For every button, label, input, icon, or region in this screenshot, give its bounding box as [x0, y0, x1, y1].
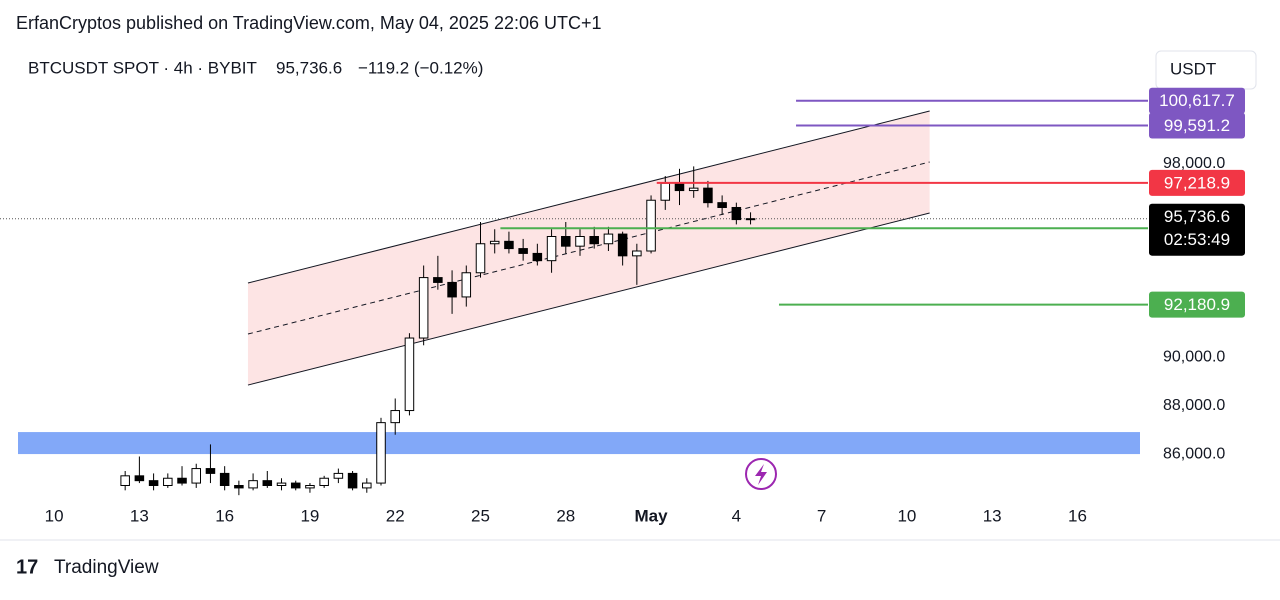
candle-body: [276, 482, 287, 486]
candle-body: [319, 477, 329, 486]
event-bolt: [755, 464, 767, 485]
channel-lower: [247, 212, 930, 386]
x-tick-label: May: [635, 506, 669, 525]
candle-body: [290, 482, 301, 489]
candle-body: [632, 250, 642, 257]
level-label-box: [1149, 291, 1245, 318]
candle-body: [262, 480, 273, 486]
x-tick-label: 16: [1068, 506, 1087, 525]
candle-body: [347, 472, 358, 489]
plot: 10 13 16 19 22 25 28 May 4 7 10 13 16 86,000.0 88,000.…: [0, 87, 1245, 525]
candle-body: [205, 468, 216, 474]
candle-body: [561, 235, 571, 247]
level-label: 100,617.7: [1159, 91, 1235, 110]
candle-body: [589, 235, 599, 245]
y-tick-label: 88,000.0: [1163, 397, 1225, 414]
level-label-box: [1149, 87, 1245, 114]
candle-body: [717, 202, 727, 208]
candle-body: [489, 240, 500, 245]
candle-body: [433, 277, 443, 283]
candle-body: [390, 410, 400, 424]
candle-body: [646, 199, 656, 252]
last-price-box: [1149, 203, 1245, 256]
candle-body: [603, 233, 614, 245]
candle-body: [575, 235, 585, 247]
x-tick-label: 10: [45, 506, 64, 525]
candle-body: [461, 272, 472, 298]
candle-body: [475, 243, 486, 274]
countdown: 02:53:49: [1164, 230, 1230, 249]
x-tick-label: 7: [817, 506, 826, 525]
symbol: BTCUSDT SPOT · 4h · BYBIT: [28, 58, 257, 77]
candle-body: [191, 468, 201, 484]
candle-body: [177, 477, 187, 484]
brand: TradingView: [54, 557, 159, 578]
channel-middle: [247, 161, 930, 335]
logo: 17: [16, 556, 38, 578]
candle-body: [731, 206, 742, 221]
candle-body: [504, 240, 514, 250]
x-tick-label: 28: [556, 506, 575, 525]
zone: [18, 432, 1140, 455]
candle-body: [404, 337, 415, 412]
candle-body: [248, 480, 258, 489]
candle-body: [703, 187, 713, 204]
candle-body: [447, 281, 457, 298]
candle-body: [546, 235, 557, 262]
level-label: 99,591.2: [1164, 116, 1230, 135]
x-tick-label: 16: [215, 506, 234, 525]
candle-body: [518, 248, 528, 254]
candle-body: [532, 252, 543, 262]
candle-body: [148, 480, 159, 486]
publisher: ErfanCryptos published on TradingView.co…: [16, 13, 602, 33]
level-label-box: [1149, 112, 1245, 139]
candle-body: [745, 218, 756, 221]
x-tick-label: 25: [471, 506, 490, 525]
y-tick-label: 98,000.0: [1163, 155, 1225, 172]
x-tick-label: 22: [386, 506, 405, 525]
last-price: 95,736.6: [276, 58, 342, 77]
candle-body: [617, 233, 628, 257]
x-tick-label: 13: [130, 506, 149, 525]
candle-body: [234, 484, 244, 489]
currency: USDT: [1170, 59, 1216, 78]
candle-body: [674, 182, 685, 192]
candle-body: [219, 472, 230, 486]
level-label: 97,218.9: [1164, 173, 1230, 192]
x-tick-label: 19: [300, 506, 319, 525]
candle-body: [418, 277, 429, 339]
candle-body: [120, 475, 130, 486]
candle-body: [376, 422, 386, 484]
candle-body: [688, 187, 699, 192]
candle-body: [362, 482, 372, 489]
last-price-label: 95,736.6: [1164, 207, 1230, 226]
x-tick-label: 10: [897, 506, 916, 525]
candle-body: [134, 475, 145, 482]
candle-body: [305, 484, 315, 489]
level-label-box: [1149, 169, 1245, 196]
y-tick-label: 90,000.0: [1163, 349, 1225, 366]
change: −119.2 (−0.12%): [358, 58, 483, 77]
channel-upper: [247, 110, 930, 284]
x-tick-label: 4: [732, 506, 741, 525]
y-tick-label: 86,000.0: [1163, 445, 1225, 462]
candle-body: [660, 182, 671, 201]
candle-body: [333, 472, 344, 479]
x-tick-label: 13: [983, 506, 1002, 525]
level-label: 92,180.9: [1164, 295, 1230, 314]
candle-body: [163, 477, 173, 486]
